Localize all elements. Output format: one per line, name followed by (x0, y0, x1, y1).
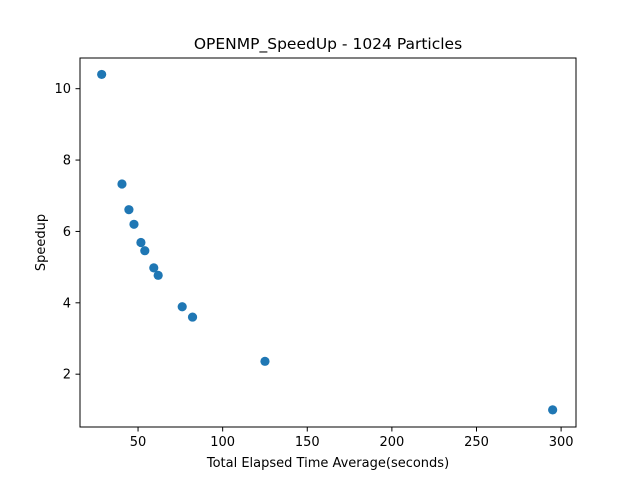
x-tick-label: 300 (549, 435, 574, 450)
data-point (117, 179, 127, 189)
y-tick-label: 6 (63, 225, 71, 240)
y-tick-label: 2 (63, 368, 71, 383)
y-axis-label: Speedup (34, 214, 49, 271)
x-tick-label: 50 (130, 435, 147, 450)
x-axis-label: Total Elapsed Time Average(seconds) (206, 456, 449, 471)
data-point (124, 205, 134, 215)
y-tick-label: 10 (54, 82, 71, 97)
x-axis-ticks: 50 100 150 200 250 300 (130, 427, 574, 450)
data-point (140, 246, 150, 256)
data-point (136, 237, 146, 248)
data-point (97, 69, 107, 80)
data-point (129, 219, 139, 229)
data-point (149, 263, 159, 273)
plot-area-frame (79, 57, 577, 428)
data-point (548, 405, 558, 415)
x-tick-label: 150 (295, 435, 320, 450)
data-point (153, 270, 163, 280)
y-tick-label: 8 (63, 154, 71, 169)
x-tick-label: 250 (464, 435, 489, 450)
data-point (260, 356, 270, 366)
data-points (97, 69, 558, 415)
data-point (187, 312, 198, 322)
x-tick-label: 100 (210, 435, 235, 450)
y-axis-ticks: 2 4 6 8 10 (54, 82, 80, 383)
y-tick-label: 4 (63, 296, 71, 311)
chart-title: OPENMP_SpeedUp - 1024 Particles (194, 35, 462, 54)
x-tick-label: 200 (379, 435, 404, 450)
data-point (177, 302, 187, 312)
